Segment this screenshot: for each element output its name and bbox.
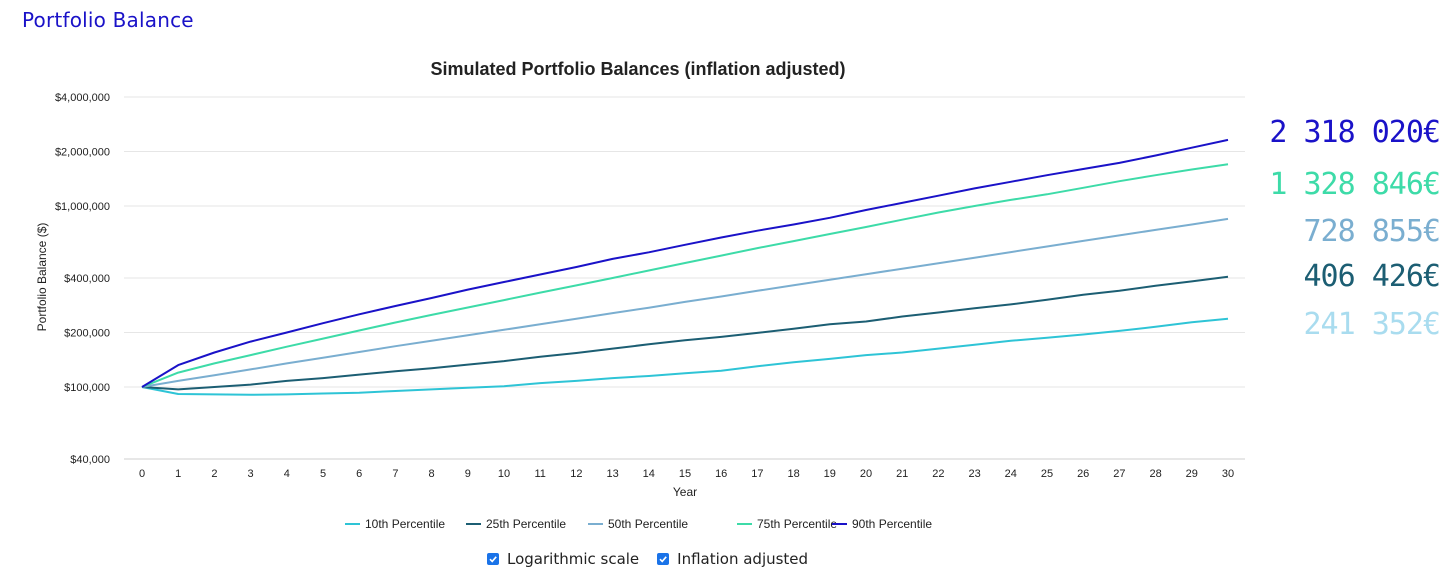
x-tick-label: 22 bbox=[932, 468, 944, 480]
x-tick-label: 15 bbox=[679, 468, 691, 480]
series-line bbox=[141, 163, 1229, 388]
y-axis-label: Portfolio Balance ($) bbox=[35, 223, 49, 332]
section-title: Portfolio Balance bbox=[22, 8, 194, 32]
x-tick-label: 2 bbox=[211, 468, 217, 480]
series-line bbox=[141, 217, 1229, 388]
value-annotation: 241 352€ bbox=[1304, 307, 1441, 342]
x-axis-ticks: 0 1 2 3 4 5 6 7 8 9 10 11 12 13 14 15 16 17 18 19 20 21 22 23 24… bbox=[139, 468, 1234, 480]
x-tick-label: 14 bbox=[643, 468, 655, 480]
y-tick-label: $400,000 bbox=[64, 273, 110, 285]
x-tick-label: 8 bbox=[429, 468, 435, 480]
x-tick-label: 20 bbox=[860, 468, 872, 480]
inflation-adjusted-checkbox[interactable] bbox=[657, 553, 670, 565]
x-tick-label: 26 bbox=[1077, 468, 1089, 480]
legend-label: 90th Percentile bbox=[852, 517, 932, 531]
series-line bbox=[141, 317, 1229, 396]
checkmark-icon bbox=[489, 556, 497, 563]
legend: 10th Percentile 25th Percentile 50th Perce… bbox=[345, 517, 932, 531]
x-tick-label: 13 bbox=[606, 468, 618, 480]
y-tick-label: $100,000 bbox=[64, 382, 110, 394]
log-scale-label: Logarithmic scale bbox=[507, 550, 640, 568]
value-annotations: 2 318 020€ 1 328 846€ 728 855€ 406 426€ 241 … bbox=[1269, 115, 1441, 342]
inflation-adjusted-label: Inflation adjusted bbox=[677, 550, 809, 568]
x-tick-label: 21 bbox=[896, 468, 908, 480]
checkmark-icon bbox=[659, 556, 667, 563]
series-lines bbox=[141, 138, 1229, 396]
x-tick-label: 16 bbox=[715, 468, 727, 480]
x-tick-label: 30 bbox=[1222, 468, 1234, 480]
value-annotation: 2 318 020€ bbox=[1269, 115, 1440, 150]
x-tick-label: 1 bbox=[175, 468, 181, 480]
x-tick-label: 19 bbox=[824, 468, 836, 480]
y-axis-ticks: $40,000 $100,000 $200,000 $400,000 $1,000,00… bbox=[55, 92, 110, 466]
x-tick-label: 6 bbox=[356, 468, 362, 480]
y-tick-label: $2,000,000 bbox=[55, 146, 110, 158]
legend-label: 50th Percentile bbox=[608, 517, 688, 531]
x-tick-label: 18 bbox=[787, 468, 799, 480]
y-tick-label: $1,000,000 bbox=[55, 201, 110, 213]
y-tick-label: $40,000 bbox=[70, 454, 110, 466]
value-annotation: 728 855€ bbox=[1304, 214, 1441, 249]
x-tick-label: 10 bbox=[498, 468, 510, 480]
portfolio-line-chart: Simulated Portfolio Balances (inflation … bbox=[35, 59, 1441, 531]
gridlines bbox=[124, 96, 1245, 460]
series-line bbox=[141, 275, 1229, 391]
log-scale-toggle[interactable]: Logarithmic scale bbox=[487, 550, 639, 568]
x-axis-label: Year bbox=[673, 485, 697, 499]
x-tick-label: 25 bbox=[1041, 468, 1053, 480]
chart-title: Simulated Portfolio Balances (inflation … bbox=[430, 59, 845, 79]
x-tick-label: 29 bbox=[1186, 468, 1198, 480]
y-tick-label: $200,000 bbox=[64, 327, 110, 339]
log-scale-checkbox[interactable] bbox=[487, 553, 499, 565]
x-tick-label: 7 bbox=[392, 468, 398, 480]
x-tick-label: 0 bbox=[139, 468, 145, 480]
x-tick-label: 3 bbox=[248, 468, 254, 480]
legend-label: 75th Percentile bbox=[757, 517, 837, 531]
y-tick-label: $4,000,000 bbox=[55, 92, 110, 104]
x-tick-label: 11 bbox=[534, 468, 545, 480]
inflation-adjusted-toggle[interactable]: Inflation adjusted bbox=[657, 550, 808, 568]
value-annotation: 1 328 846€ bbox=[1269, 167, 1440, 202]
x-tick-label: 4 bbox=[284, 468, 290, 480]
series-line bbox=[141, 138, 1229, 388]
x-tick-label: 27 bbox=[1113, 468, 1125, 480]
x-tick-label: 5 bbox=[320, 468, 326, 480]
x-tick-label: 17 bbox=[751, 468, 763, 480]
value-annotation: 406 426€ bbox=[1304, 259, 1441, 294]
x-tick-label: 24 bbox=[1005, 468, 1017, 480]
x-tick-label: 28 bbox=[1149, 468, 1161, 480]
legend-label: 25th Percentile bbox=[486, 517, 566, 531]
x-tick-label: 12 bbox=[570, 468, 582, 480]
x-tick-label: 23 bbox=[968, 468, 980, 480]
x-tick-label: 9 bbox=[465, 468, 471, 480]
legend-label: 10th Percentile bbox=[365, 517, 445, 531]
chart-controls: Logarithmic scale Inflation adjusted bbox=[487, 550, 808, 568]
